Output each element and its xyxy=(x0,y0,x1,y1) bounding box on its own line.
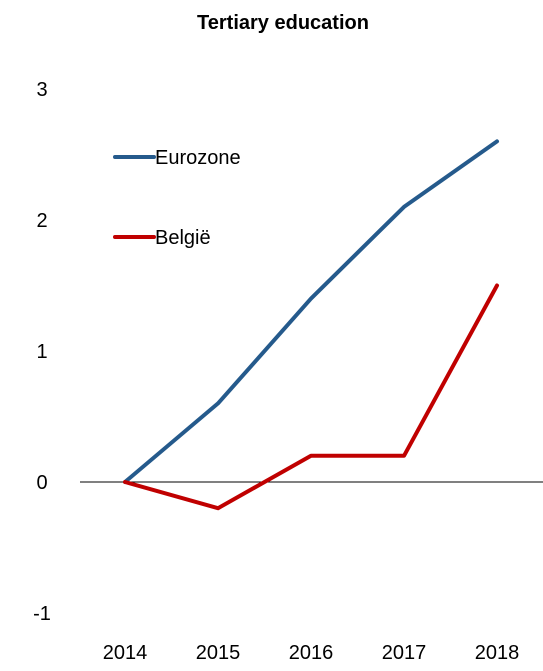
y-tick-label: -1 xyxy=(33,603,51,625)
x-tick-label: 2015 xyxy=(196,642,241,664)
series-lines xyxy=(123,139,499,511)
y-tick-label: 1 xyxy=(36,341,47,363)
legend-label: België xyxy=(155,227,211,249)
x-tick-label: 2018 xyxy=(475,642,520,664)
y-axis-tick-labels: -1 0 1 2 3 xyxy=(33,79,51,625)
legend-label: Eurozone xyxy=(155,147,241,169)
legend-item: België xyxy=(113,227,211,249)
x-tick-label: 2014 xyxy=(103,642,148,664)
y-tick-label: 3 xyxy=(36,79,47,101)
x-axis-tick-labels: 2014 2015 2016 2017 2018 xyxy=(103,642,520,664)
chart-title: Tertiary education xyxy=(197,12,369,34)
legend-item: Eurozone xyxy=(113,147,241,169)
series-line-eurozone xyxy=(123,139,499,484)
x-tick-label: 2017 xyxy=(382,642,427,664)
y-tick-label: 2 xyxy=(36,210,47,232)
x-tick-label: 2016 xyxy=(289,642,334,664)
legend: Eurozone België xyxy=(113,147,241,249)
series-line-belgi- xyxy=(123,283,499,511)
y-tick-label: 0 xyxy=(36,472,47,494)
